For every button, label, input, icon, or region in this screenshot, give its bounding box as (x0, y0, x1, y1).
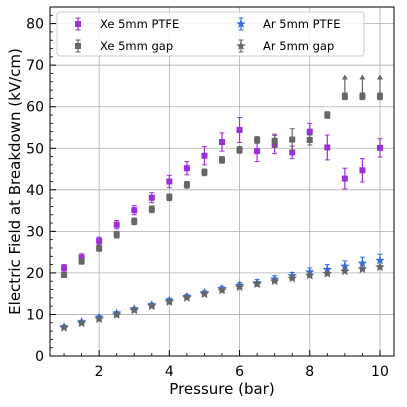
legend-label: Ar 5mm PTFE (263, 17, 340, 31)
legend-box (56, 11, 365, 57)
data-point (236, 146, 243, 153)
data-point (357, 258, 368, 268)
data-point (131, 218, 138, 225)
data-point (341, 175, 348, 182)
data-point (76, 318, 87, 328)
data-point (166, 178, 173, 185)
y-tick-label: 0 (35, 349, 44, 365)
data-point (182, 292, 192, 302)
x-tick-label: 8 (305, 364, 314, 380)
data-point (306, 136, 313, 143)
data-point (183, 165, 190, 172)
lower-limit-arrow-head (341, 74, 348, 80)
legend-marker (236, 41, 246, 51)
data-point (340, 261, 350, 271)
data-point (252, 279, 262, 289)
data-point (131, 207, 138, 214)
data-point (376, 144, 383, 151)
data-point (111, 309, 122, 319)
data-point (289, 149, 296, 156)
data-point (341, 93, 348, 100)
data-point (199, 289, 210, 299)
data-point (61, 264, 68, 271)
data-point (59, 322, 69, 332)
y-tick-label: 80 (26, 17, 44, 33)
x-tick-label: 4 (165, 364, 174, 380)
x-tick-label: 2 (95, 364, 104, 380)
data-point (147, 301, 157, 311)
data-point (183, 181, 190, 188)
data-point (166, 194, 173, 201)
data-point (78, 254, 85, 261)
series-ar-5mm-ptfe (59, 253, 385, 331)
y-axis-label: Electric Field at Breakdown (kV/cm) (6, 48, 24, 315)
data-point (78, 258, 85, 265)
data-point (234, 282, 245, 292)
series-xe-5mm-gap (61, 74, 383, 278)
legend-label: Ar 5mm gap (263, 39, 334, 53)
legend: Xe 5mm PTFE Xe 5mm gap Ar 5mm PTFE Ar 5mm g… (56, 11, 365, 57)
plot-frame (49, 6, 395, 357)
data-point (61, 271, 68, 278)
legend-label: Xe 5mm PTFE (100, 17, 179, 31)
data-point (306, 128, 313, 135)
legend-entry: Xe 5mm gap (75, 39, 173, 53)
legend-marker (75, 43, 81, 49)
data-point (96, 237, 103, 244)
data-point (164, 296, 175, 307)
data-point (201, 152, 208, 159)
data-point (94, 314, 104, 324)
data-point (322, 268, 333, 278)
y-tick-label: 10 (26, 307, 44, 323)
data-point (289, 136, 296, 143)
x-axis-label: Pressure (bar) (169, 380, 274, 398)
data-point (201, 169, 208, 176)
data-point (219, 156, 225, 163)
lower-limit-arrow-head (359, 74, 366, 80)
data-point (359, 167, 366, 174)
data-point (340, 266, 350, 276)
data-point (376, 93, 383, 100)
data-point (254, 136, 261, 143)
legend-entry: Xe 5mm PTFE (75, 17, 179, 31)
series-xe-5mm-ptfe (61, 117, 383, 272)
data-point (324, 112, 331, 119)
data-point (148, 194, 155, 201)
data-point (148, 206, 155, 213)
data-point (269, 276, 280, 286)
data-point (129, 305, 139, 315)
legend-label: Xe 5mm gap (100, 39, 173, 53)
data-point (217, 285, 227, 295)
data-point (254, 148, 261, 155)
y-tick-label: 40 (26, 183, 44, 199)
y-tick-label: 50 (26, 141, 44, 157)
data-point (305, 270, 315, 280)
y-tick-label: 70 (26, 58, 44, 74)
data-point (357, 264, 368, 274)
lower-limit-arrow-head (376, 74, 383, 80)
legend-marker (236, 19, 246, 29)
y-tick-label: 30 (26, 224, 44, 240)
data-point (324, 144, 331, 151)
data-point (375, 255, 385, 265)
legend-entry: Ar 5mm gap (236, 39, 334, 53)
data-point (219, 139, 225, 146)
data-point (375, 262, 385, 272)
y-tick-label: 60 (26, 100, 44, 116)
series-ar-5mm-gap (59, 262, 385, 332)
x-tick-label: 10 (371, 364, 389, 380)
legend-marker (75, 21, 81, 27)
legend-entry: Ar 5mm PTFE (236, 17, 340, 31)
data-point (113, 231, 120, 238)
data-point (113, 221, 120, 228)
data-point (287, 273, 297, 283)
data-point (359, 93, 366, 100)
data-point (236, 126, 243, 133)
data-point (96, 245, 103, 252)
y-tick-label: 20 (26, 266, 44, 282)
data-series (59, 74, 385, 332)
data-point (271, 137, 278, 144)
x-tick-label: 6 (235, 364, 244, 380)
